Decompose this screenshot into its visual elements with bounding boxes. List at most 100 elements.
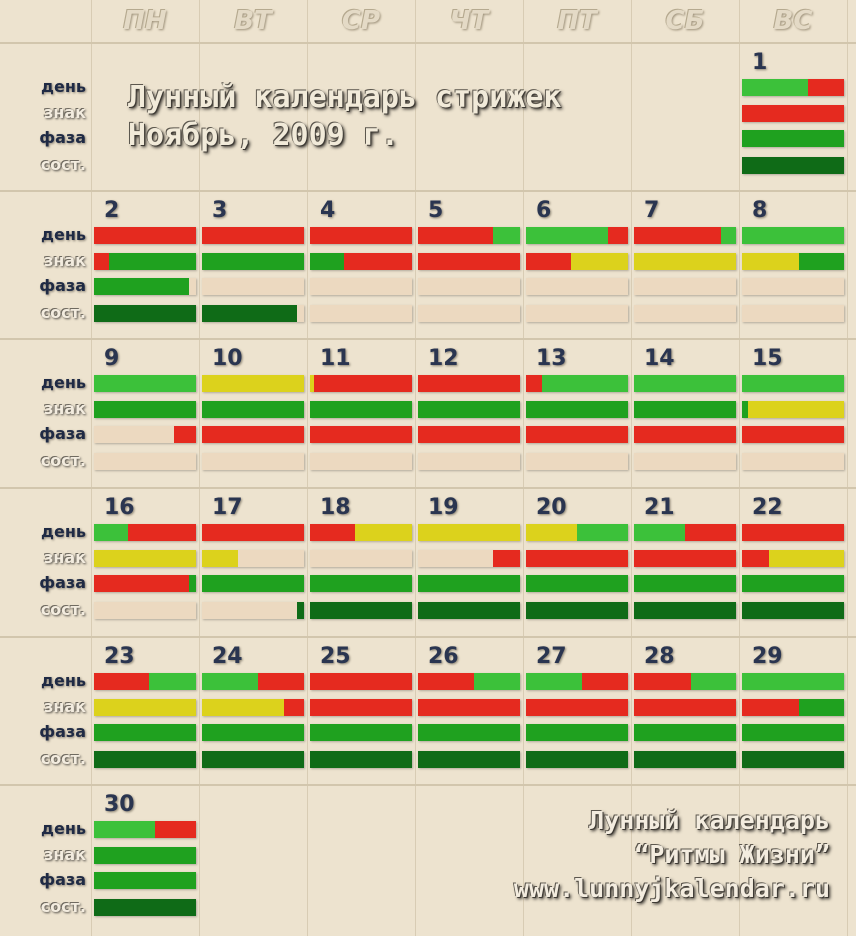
bar-segment bbox=[354, 524, 412, 541]
day-bar-day bbox=[526, 524, 628, 541]
bar-segment bbox=[310, 751, 412, 768]
day-bar-state bbox=[94, 453, 196, 470]
row-label-state: сост. bbox=[40, 303, 86, 322]
day-bar-state bbox=[526, 453, 628, 470]
day-number: 25 bbox=[320, 644, 351, 669]
bar-segment bbox=[634, 426, 736, 443]
day-number: 29 bbox=[752, 644, 783, 669]
bar-segment bbox=[526, 575, 628, 592]
bar-segment bbox=[418, 550, 494, 567]
grid-hline bbox=[0, 42, 856, 44]
bar-segment bbox=[149, 673, 196, 690]
bar-segment bbox=[202, 305, 297, 322]
row-label-day: день bbox=[41, 819, 86, 838]
day-bar-day bbox=[634, 673, 736, 690]
bar-segment bbox=[258, 673, 304, 690]
grid-vline bbox=[631, 0, 632, 936]
day-bar-sign bbox=[94, 401, 196, 418]
day-bar-phase bbox=[94, 278, 196, 295]
day-bar-day bbox=[742, 375, 844, 392]
day-bar-phase bbox=[310, 426, 412, 443]
day-bar-sign bbox=[418, 401, 520, 418]
bar-segment bbox=[799, 699, 844, 716]
day-bar-sign bbox=[742, 105, 844, 122]
bar-segment bbox=[582, 673, 628, 690]
day-bar-phase bbox=[742, 724, 844, 741]
bar-segment bbox=[296, 305, 304, 322]
bar-segment bbox=[310, 524, 355, 541]
bar-segment bbox=[685, 524, 736, 541]
day-bar-day bbox=[94, 227, 196, 244]
bar-segment bbox=[742, 550, 769, 567]
day-bar-phase bbox=[742, 278, 844, 295]
bar-segment bbox=[634, 278, 736, 295]
bar-segment bbox=[188, 575, 196, 592]
day-number: 13 bbox=[536, 346, 567, 371]
day-bar-day bbox=[310, 524, 412, 541]
day-bar-state bbox=[742, 751, 844, 768]
bar-segment bbox=[634, 602, 736, 619]
bar-segment bbox=[526, 699, 628, 716]
day-bar-day bbox=[202, 227, 304, 244]
bar-segment bbox=[94, 278, 189, 295]
bar-segment bbox=[310, 453, 412, 470]
calendar-title-line1: Лунный календарь стрижек bbox=[128, 80, 562, 115]
credits-link[interactable]: www.lunnyjkalendar.ru bbox=[513, 874, 830, 903]
bar-segment bbox=[418, 524, 520, 541]
day-number: 30 bbox=[104, 792, 135, 817]
bar-segment bbox=[94, 227, 196, 244]
bar-segment bbox=[634, 550, 736, 567]
bar-segment bbox=[577, 524, 628, 541]
day-bar-day bbox=[310, 375, 412, 392]
bar-segment bbox=[94, 401, 196, 418]
day-number: 16 bbox=[104, 495, 135, 520]
bar-segment bbox=[742, 751, 844, 768]
day-number: 11 bbox=[320, 346, 351, 371]
day-bar-day bbox=[94, 821, 196, 838]
grid-vline bbox=[199, 0, 200, 936]
day-bar-day bbox=[634, 375, 736, 392]
bar-segment bbox=[310, 673, 412, 690]
row-label-sign: знак bbox=[43, 845, 86, 864]
day-bar-state bbox=[202, 305, 304, 322]
row-label-phase: фаза bbox=[39, 573, 86, 592]
grid-vline bbox=[91, 0, 92, 936]
bar-segment bbox=[94, 524, 128, 541]
day-bar-day bbox=[202, 375, 304, 392]
day-bar-state bbox=[742, 157, 844, 174]
day-bar-sign bbox=[742, 550, 844, 567]
day-bar-state bbox=[526, 602, 628, 619]
row-label-state: сост. bbox=[40, 897, 86, 916]
day-bar-phase bbox=[742, 426, 844, 443]
day-bar-sign bbox=[310, 253, 412, 270]
bar-segment bbox=[742, 157, 844, 174]
bar-segment bbox=[634, 524, 685, 541]
bar-segment bbox=[526, 305, 628, 322]
weekday-header-2: СР bbox=[341, 6, 381, 36]
bar-segment bbox=[202, 227, 304, 244]
row-label-phase: фаза bbox=[39, 424, 86, 443]
bar-segment bbox=[526, 278, 628, 295]
bar-segment bbox=[418, 751, 520, 768]
day-bar-day bbox=[202, 524, 304, 541]
bar-segment bbox=[570, 253, 628, 270]
bar-segment bbox=[634, 751, 736, 768]
bar-segment bbox=[418, 305, 520, 322]
bar-segment bbox=[310, 253, 344, 270]
day-bar-phase bbox=[202, 575, 304, 592]
bar-segment bbox=[155, 821, 196, 838]
day-bar-state bbox=[310, 751, 412, 768]
day-bar-day bbox=[94, 673, 196, 690]
day-bar-state bbox=[742, 453, 844, 470]
day-bar-sign bbox=[418, 550, 520, 567]
day-number: 3 bbox=[212, 198, 228, 223]
bar-segment bbox=[742, 575, 844, 592]
row-label-day: день bbox=[41, 671, 86, 690]
grid-vline bbox=[415, 0, 416, 936]
day-bar-state bbox=[418, 453, 520, 470]
day-bar-state bbox=[94, 751, 196, 768]
bar-segment bbox=[634, 401, 736, 418]
row-label-sign: знак bbox=[43, 399, 86, 418]
day-number: 18 bbox=[320, 495, 351, 520]
